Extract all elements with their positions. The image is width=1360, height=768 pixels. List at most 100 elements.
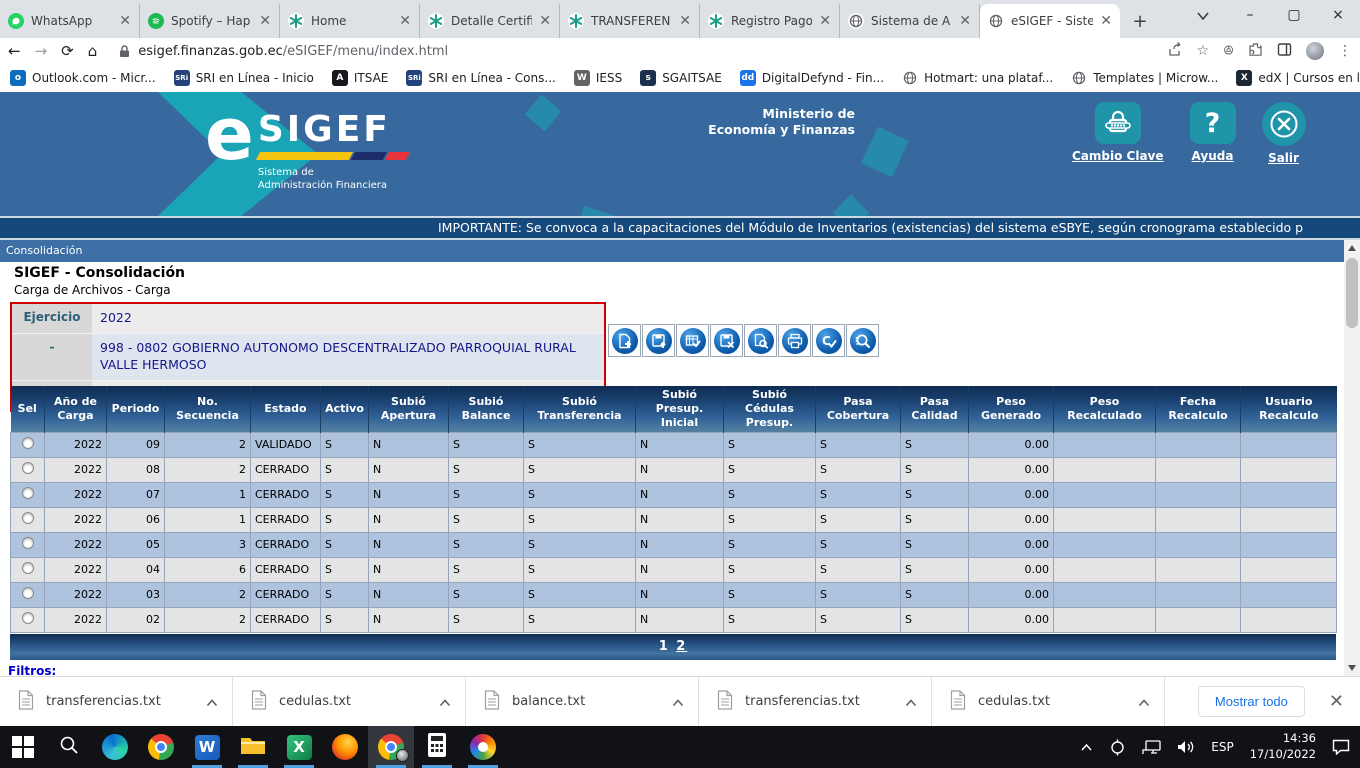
browser-tab[interactable]: Sistema de A ✕: [840, 4, 980, 38]
download-item[interactable]: transferencias.txt: [0, 677, 233, 726]
bookmark-item[interactable]: Templates | Microw...: [1071, 70, 1218, 86]
new-tab-button[interactable]: +: [1132, 10, 1148, 32]
tab-close-icon[interactable]: ✕: [819, 13, 831, 29]
validate-button[interactable]: [676, 324, 709, 357]
ayuda-button[interactable]: ? Ayuda: [1189, 102, 1236, 165]
download-chevron-up-icon[interactable]: [905, 692, 917, 711]
tray-chevron-up-icon[interactable]: [1080, 743, 1093, 752]
tray-language[interactable]: ESP: [1211, 740, 1234, 754]
row-select-radio[interactable]: [21, 537, 34, 549]
download-chevron-up-icon[interactable]: [439, 692, 451, 711]
taskbar-search-button[interactable]: [46, 726, 92, 768]
taskbar-chrome-button[interactable]: [138, 726, 184, 768]
discard-button[interactable]: [710, 324, 743, 357]
back-icon[interactable]: ←: [8, 42, 21, 60]
action-center-icon[interactable]: [1332, 739, 1350, 755]
recalc-search-button[interactable]: [846, 324, 879, 357]
tray-network-icon[interactable]: [1142, 739, 1161, 755]
taskbar-excel-button[interactable]: X: [276, 726, 322, 768]
taskbar-firefox-button[interactable]: [322, 726, 368, 768]
bookmark-star-icon[interactable]: ☆: [1196, 43, 1210, 59]
bookmark-item[interactable]: o Outlook.com - Micr...: [10, 70, 156, 86]
row-select-radio[interactable]: [21, 612, 34, 624]
side-panel-icon[interactable]: [1277, 42, 1292, 61]
cambio-clave-button[interactable]: Cambio Clave: [1072, 102, 1164, 165]
bookmark-item[interactable]: SRi SRI en Línea - Cons...: [406, 70, 556, 86]
browser-tab[interactable]: TRANSFEREN ✕: [560, 4, 700, 38]
scrollbar-down-arrow[interactable]: [1344, 660, 1360, 676]
new-document-button[interactable]: [608, 324, 641, 357]
print-button[interactable]: [778, 324, 811, 357]
maximize-button[interactable]: ▢: [1287, 7, 1301, 23]
tray-meet-icon[interactable]: [1109, 739, 1126, 756]
tray-clock[interactable]: 14:36 17/10/2022: [1250, 731, 1316, 762]
download-chevron-up-icon[interactable]: [206, 692, 218, 711]
row-select-radio[interactable]: [21, 462, 34, 474]
tab-search-chevron-icon[interactable]: [1196, 6, 1210, 25]
download-item[interactable]: cedulas.txt: [233, 677, 466, 726]
download-item[interactable]: cedulas.txt: [932, 677, 1165, 726]
scrollbar-thumb[interactable]: [1346, 258, 1358, 328]
save-upload-button[interactable]: [642, 324, 675, 357]
salir-button[interactable]: Salir: [1261, 102, 1306, 165]
browser-tab[interactable]: eSIGEF - Siste ✕: [980, 4, 1120, 38]
row-select-radio[interactable]: [21, 437, 34, 449]
row-select-radio[interactable]: [21, 587, 34, 599]
bookmark-item[interactable]: SRi SRI en Línea - Inicio: [173, 70, 314, 86]
taskbar-start-button[interactable]: [0, 726, 46, 768]
share-icon[interactable]: [1168, 41, 1183, 61]
bookmark-item[interactable]: A ITSAE: [331, 70, 388, 86]
home-icon[interactable]: ⌂: [87, 42, 98, 60]
tab-close-icon[interactable]: ✕: [1100, 13, 1112, 29]
taskbar-word-button[interactable]: W: [184, 726, 230, 768]
url-field[interactable]: esigef.finanzas.gob.ec/eSIGEF/menu/index…: [111, 44, 1153, 59]
breadcrumb[interactable]: Consolidación: [0, 240, 1360, 262]
minimize-button[interactable]: –: [1246, 7, 1254, 23]
browser-tab[interactable]: WhatsApp ✕: [0, 4, 140, 38]
taskbar-paint-button[interactable]: [460, 726, 506, 768]
menu-kebab-icon[interactable]: ⋮: [1338, 43, 1352, 59]
row-select-radio[interactable]: [21, 487, 34, 499]
taskbar-calculator-button[interactable]: [414, 726, 460, 768]
download-item[interactable]: transferencias.txt: [699, 677, 932, 726]
tab-close-icon[interactable]: ✕: [399, 13, 411, 29]
browser-tab[interactable]: Registro Pago ✕: [700, 4, 840, 38]
tab-close-icon[interactable]: ✕: [539, 13, 551, 29]
form-label: Ejercicio: [12, 304, 92, 333]
scrollbar-up-arrow[interactable]: [1344, 240, 1360, 256]
extension-paw-icon[interactable]: ꔮ: [1223, 43, 1234, 59]
close-button[interactable]: ×: [1332, 7, 1344, 23]
download-item[interactable]: balance.txt: [466, 677, 699, 726]
filters-link[interactable]: Filtros:: [8, 664, 57, 678]
preview-button[interactable]: [744, 324, 777, 357]
bookmark-item[interactable]: Hotmart: una plataf...: [902, 70, 1053, 86]
row-select-radio[interactable]: [21, 562, 34, 574]
tab-close-icon[interactable]: ✕: [259, 13, 271, 29]
extensions-puzzle-icon[interactable]: [1248, 42, 1263, 61]
browser-tab[interactable]: Home ✕: [280, 4, 420, 38]
tab-close-icon[interactable]: ✕: [119, 13, 131, 29]
approve-button[interactable]: C: [812, 324, 845, 357]
bookmark-item[interactable]: s SGAITSAE: [640, 70, 722, 86]
browser-tab[interactable]: Spotify – Hap ✕: [140, 4, 280, 38]
browser-tab[interactable]: Detalle Certifi ✕: [420, 4, 560, 38]
taskbar-edge-button[interactable]: [92, 726, 138, 768]
reload-icon[interactable]: ⟳: [61, 42, 74, 60]
forward-icon[interactable]: →: [34, 42, 48, 60]
row-select-radio[interactable]: [21, 512, 34, 524]
vertical-scrollbar[interactable]: [1344, 240, 1360, 676]
tab-close-icon[interactable]: ✕: [959, 13, 971, 29]
tray-volume-icon[interactable]: [1177, 740, 1195, 754]
downloads-close-icon[interactable]: ✕: [1328, 691, 1344, 712]
pagination-link[interactable]: 2: [676, 639, 688, 654]
tab-close-icon[interactable]: ✕: [679, 13, 691, 29]
taskbar-chrome-button[interactable]: [368, 726, 414, 768]
profile-avatar[interactable]: [1306, 42, 1324, 60]
bookmark-item[interactable]: dd DigitalDefynd - Fin...: [739, 70, 884, 86]
taskbar-explorer-button[interactable]: [230, 726, 276, 768]
bookmark-item[interactable]: W IESS: [573, 70, 622, 86]
download-chevron-up-icon[interactable]: [1138, 692, 1150, 711]
download-chevron-up-icon[interactable]: [672, 692, 684, 711]
show-all-downloads-button[interactable]: Mostrar todo: [1197, 686, 1305, 717]
